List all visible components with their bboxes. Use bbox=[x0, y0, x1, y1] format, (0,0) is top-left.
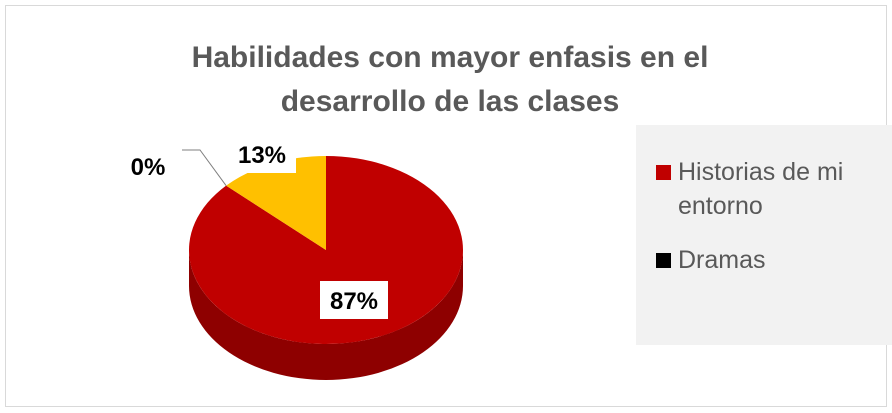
legend-label: Dramas bbox=[678, 246, 766, 274]
legend-label: Historias de mi entorno bbox=[678, 158, 844, 220]
legend-swatch bbox=[656, 253, 671, 268]
data-label: 13% bbox=[238, 142, 286, 169]
data-label-box bbox=[320, 281, 388, 319]
legend-item: Historias de mi entorno bbox=[656, 155, 878, 223]
data-label-box bbox=[114, 147, 182, 185]
leader-line bbox=[178, 149, 227, 186]
chart-title: Habilidades con mayor enfasis en el desa… bbox=[191, 41, 709, 118]
data-label: 0% bbox=[131, 154, 166, 181]
data-label-box bbox=[228, 135, 296, 173]
pie-slice bbox=[226, 156, 326, 250]
legend-item: Dramas bbox=[656, 243, 878, 277]
pie-side bbox=[189, 250, 463, 380]
data-label: 87% bbox=[330, 288, 378, 315]
legend-swatch bbox=[656, 165, 671, 180]
legend: Historias de mi entorno Dramas bbox=[636, 125, 892, 345]
